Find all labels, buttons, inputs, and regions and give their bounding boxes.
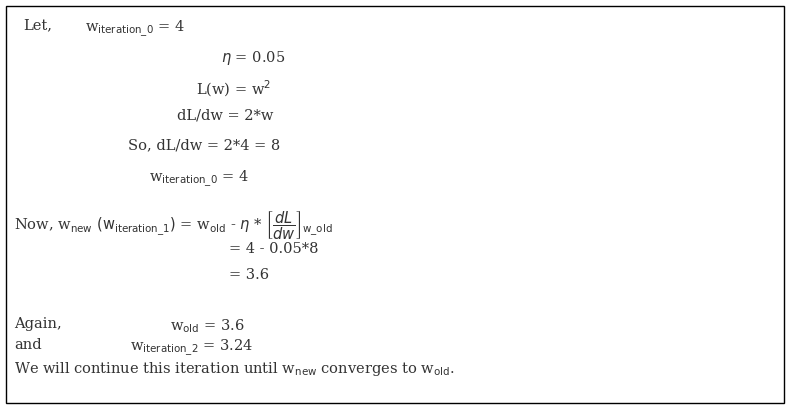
- Text: w$_{\rm iteration\_0}$ = 4: w$_{\rm iteration\_0}$ = 4: [85, 18, 186, 39]
- Text: = 4 - 0.05*8: = 4 - 0.05*8: [229, 242, 318, 256]
- Text: Now, w$_{\rm new}$ $\left(\rm w_{\rm iteration\_1}\right)$ = w$_{\rm old}$ - $\e: Now, w$_{\rm new}$ $\left(\rm w_{\rm ite…: [14, 210, 333, 242]
- Text: w$_{\rm iteration\_0}$ = 4: w$_{\rm iteration\_0}$ = 4: [149, 169, 249, 189]
- Text: L(w) = w$^{2}$: L(w) = w$^{2}$: [196, 79, 271, 99]
- Text: = 3.6: = 3.6: [229, 268, 269, 282]
- Text: $\eta$ = 0.05: $\eta$ = 0.05: [221, 49, 285, 67]
- Text: Again,: Again,: [14, 317, 62, 331]
- Text: We will continue this iteration until w$_{\rm new}$ converges to w$_{\rm old}$.: We will continue this iteration until w$…: [14, 360, 455, 378]
- Text: w$_{\rm iteration\_2}$ = 3.24: w$_{\rm iteration\_2}$ = 3.24: [130, 338, 254, 358]
- Text: So, dL/dw = 2*4 = 8: So, dL/dw = 2*4 = 8: [128, 138, 280, 152]
- Text: and: and: [14, 338, 42, 352]
- Text: w$_{\rm old}$ = 3.6: w$_{\rm old}$ = 3.6: [170, 317, 244, 335]
- Text: Let,: Let,: [24, 18, 53, 32]
- Text: dL/dw = 2*w: dL/dw = 2*w: [177, 109, 273, 122]
